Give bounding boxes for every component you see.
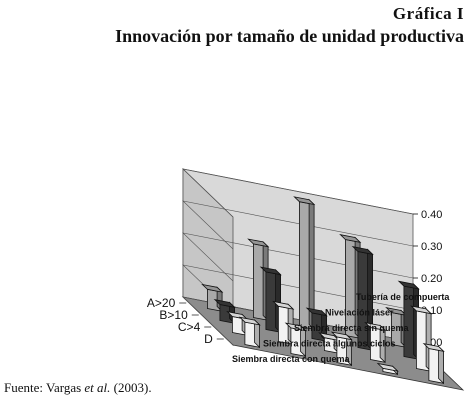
bar-top xyxy=(247,238,270,248)
bar xyxy=(364,322,387,364)
bar-top xyxy=(376,362,399,372)
gridline xyxy=(182,232,414,282)
source-etal: et al. xyxy=(84,380,111,395)
category-label: Siembra directa algunos ciclos xyxy=(263,339,396,349)
bar xyxy=(238,316,261,349)
bar-top xyxy=(201,283,224,293)
row-label: D xyxy=(204,332,213,346)
z-tick-label: 0.20 xyxy=(421,273,442,285)
bar-side xyxy=(438,345,445,385)
bar-top xyxy=(364,322,387,331)
row-labels: A>20B>10C>4D xyxy=(147,296,224,346)
category-labels: Siembra directa con quema Siembra directa… xyxy=(232,292,450,364)
source-prefix: Fuente: Vargas xyxy=(4,380,85,395)
bar xyxy=(422,343,445,385)
row-label: A>20 xyxy=(147,296,176,310)
bar xyxy=(284,322,307,358)
bar-top xyxy=(213,299,236,308)
figure-label: Gráfica I xyxy=(392,4,464,23)
source-suffix: (2003). xyxy=(110,380,152,395)
bar xyxy=(330,331,353,367)
bar-top xyxy=(397,280,420,290)
bar-top xyxy=(339,234,362,243)
bar xyxy=(293,196,316,331)
row-label: B>10 xyxy=(159,308,188,322)
bar xyxy=(201,283,224,313)
bar-top xyxy=(305,307,328,317)
bar-top xyxy=(330,331,353,341)
bar-top xyxy=(293,196,316,206)
category-label: Siembra directa con quema xyxy=(232,354,351,364)
gridline xyxy=(182,200,414,250)
bar-top xyxy=(272,300,295,310)
figure-title: Innovación por tamaño de unidad producti… xyxy=(115,26,464,46)
z-tick-label: 0.40 xyxy=(421,209,442,221)
bar-top xyxy=(422,343,445,352)
bar-top xyxy=(410,305,433,315)
bar-top xyxy=(284,322,307,332)
category-label: Nivelación láser xyxy=(325,308,394,318)
z-tick-label: 0.30 xyxy=(421,241,442,253)
source-note: Fuente: Vargas et al. (2003). xyxy=(4,380,152,396)
gridline xyxy=(182,168,414,218)
category-label: Tubería de compuerta xyxy=(356,292,450,302)
bar-top xyxy=(351,246,374,255)
chart-bars xyxy=(201,196,445,385)
bar-top xyxy=(259,266,282,276)
gridline xyxy=(182,296,414,346)
row-label: C>4 xyxy=(178,320,201,334)
bar-top xyxy=(238,316,261,326)
category-label: Siembra directa sin quema xyxy=(294,323,410,333)
bar xyxy=(376,362,399,376)
